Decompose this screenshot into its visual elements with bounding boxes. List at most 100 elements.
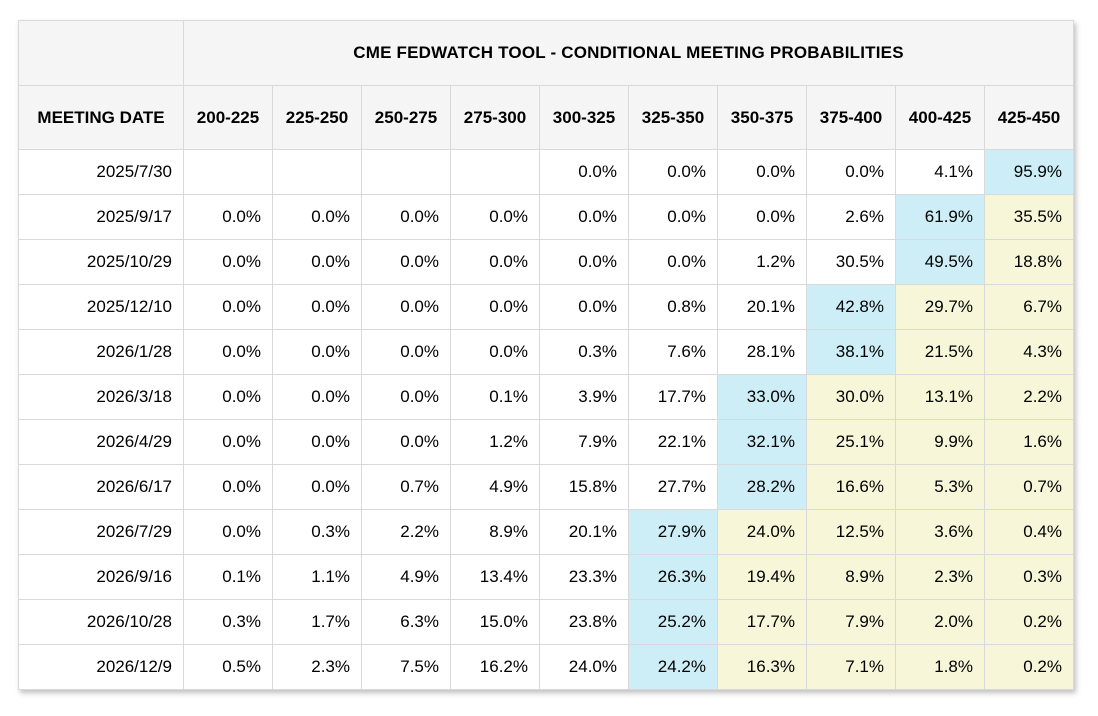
table-row: 2026/7/29 0.0% 0.3% 2.2% 8.9% 20.1% 27.9% 24.0%… <box>18 509 1074 555</box>
meeting-date-cell: 2025/10/29 <box>18 239 184 285</box>
rate-range-header: 225-250 <box>272 85 362 150</box>
probability-cell: 0.0% <box>272 464 362 510</box>
probability-cell: 2.6% <box>806 194 896 240</box>
probability-cell: 28.2% <box>717 464 807 510</box>
probability-cell: 0.0% <box>272 194 362 240</box>
probability-cell: 61.9% <box>895 194 985 240</box>
probability-cell: 0.0% <box>539 284 629 330</box>
probability-cell: 0.0% <box>628 149 718 195</box>
probability-cell: 23.3% <box>539 554 629 600</box>
probability-cell: 32.1% <box>717 419 807 465</box>
probability-cell: 0.0% <box>539 239 629 285</box>
probability-cell: 0.0% <box>183 194 273 240</box>
probability-cell: 16.3% <box>717 644 807 690</box>
probability-cell: 4.1% <box>895 149 985 195</box>
table-row: 2025/12/10 0.0% 0.0% 0.0% 0.0% 0.0% 0.8% 20.1% 4… <box>18 284 1074 330</box>
probability-cell: 1.7% <box>272 599 362 645</box>
probability-cell: 0.0% <box>183 239 273 285</box>
probability-cell: 24.0% <box>717 509 807 555</box>
corner-cell <box>18 20 184 86</box>
probability-cell: 0.0% <box>450 239 540 285</box>
probability-cell: 0.0% <box>183 329 273 375</box>
probability-cell: 0.0% <box>361 374 451 420</box>
probability-cell: 0.0% <box>450 329 540 375</box>
probability-cell: 7.9% <box>806 599 896 645</box>
page: CME FEDWATCH TOOL - CONDITIONAL MEETING … <box>18 20 1074 690</box>
probability-cell: 0.3% <box>984 554 1074 600</box>
probability-cell: 0.0% <box>806 149 896 195</box>
probability-cell: 22.1% <box>628 419 718 465</box>
probability-cell: 0.0% <box>539 149 629 195</box>
probability-cell: 0.0% <box>628 194 718 240</box>
probability-cell: 0.3% <box>183 599 273 645</box>
table-row: 2026/6/17 0.0% 0.0% 0.7% 4.9% 15.8% 27.7% 28.2%… <box>18 464 1074 510</box>
probability-cell: 0.0% <box>717 149 807 195</box>
probability-cell: 12.5% <box>806 509 896 555</box>
probability-cell: 27.7% <box>628 464 718 510</box>
probability-cell: 17.7% <box>628 374 718 420</box>
column-header-row: MEETING DATE 200-225 225-250 250-275 275-30… <box>18 85 1074 150</box>
rate-range-header: 350-375 <box>717 85 807 150</box>
meeting-date-cell: 2026/3/18 <box>18 374 184 420</box>
meeting-date-cell: 2026/9/16 <box>18 554 184 600</box>
probability-cell <box>272 149 362 195</box>
probability-cell: 1.6% <box>984 419 1074 465</box>
probability-cell: 0.0% <box>183 374 273 420</box>
rate-range-header: 375-400 <box>806 85 896 150</box>
probability-cell: 42.8% <box>806 284 896 330</box>
probability-cell: 4.3% <box>984 329 1074 375</box>
probability-cell: 0.0% <box>272 374 362 420</box>
probability-cell: 15.8% <box>539 464 629 510</box>
probability-cell: 20.1% <box>539 509 629 555</box>
probability-cell: 0.5% <box>183 644 273 690</box>
probability-cell: 27.9% <box>628 509 718 555</box>
rate-range-header: 325-350 <box>628 85 718 150</box>
probability-cell: 5.3% <box>895 464 985 510</box>
probability-cell: 25.2% <box>628 599 718 645</box>
meeting-date-header: MEETING DATE <box>18 85 184 150</box>
probability-cell: 9.9% <box>895 419 985 465</box>
meeting-date-cell: 2026/1/28 <box>18 329 184 375</box>
probability-cell: 0.3% <box>272 509 362 555</box>
probability-cell: 6.7% <box>984 284 1074 330</box>
meeting-date-cell: 2026/4/29 <box>18 419 184 465</box>
probability-cell: 0.1% <box>450 374 540 420</box>
table-row: 2026/3/18 0.0% 0.0% 0.0% 0.1% 3.9% 17.7% 33.0% 3… <box>18 374 1074 420</box>
probability-cell: 6.3% <box>361 599 451 645</box>
probability-cell: 18.8% <box>984 239 1074 285</box>
meeting-date-cell: 2025/12/10 <box>18 284 184 330</box>
title-row: CME FEDWATCH TOOL - CONDITIONAL MEETING … <box>18 20 1074 86</box>
probability-cell: 0.0% <box>272 239 362 285</box>
probability-cell: 2.0% <box>895 599 985 645</box>
probability-cell: 26.3% <box>628 554 718 600</box>
probability-cell: 49.5% <box>895 239 985 285</box>
probability-cell: 0.2% <box>984 599 1074 645</box>
probability-cell: 17.7% <box>717 599 807 645</box>
probability-cell: 30.5% <box>806 239 896 285</box>
probability-cell <box>361 149 451 195</box>
probability-cell: 0.0% <box>361 419 451 465</box>
probability-cell: 0.0% <box>272 329 362 375</box>
probability-cell: 0.0% <box>272 419 362 465</box>
probability-cell: 1.1% <box>272 554 362 600</box>
table-row: 2026/10/28 0.3% 1.7% 6.3% 15.0% 23.8% 25.2% 17.… <box>18 599 1074 645</box>
probability-cell: 20.1% <box>717 284 807 330</box>
table-row: 2025/9/17 0.0% 0.0% 0.0% 0.0% 0.0% 0.0% 0.0% 2.6… <box>18 194 1074 240</box>
rate-range-header: 250-275 <box>361 85 451 150</box>
probability-cell: 7.6% <box>628 329 718 375</box>
probability-cell: 2.3% <box>272 644 362 690</box>
probability-cell: 29.7% <box>895 284 985 330</box>
probability-cell: 0.0% <box>272 284 362 330</box>
probability-cell: 0.8% <box>628 284 718 330</box>
probability-cell: 0.4% <box>984 509 1074 555</box>
rate-range-header: 425-450 <box>984 85 1074 150</box>
probability-cell: 16.6% <box>806 464 896 510</box>
probability-cell: 1.8% <box>895 644 985 690</box>
probability-cell: 3.6% <box>895 509 985 555</box>
table-row: 2026/4/29 0.0% 0.0% 0.0% 1.2% 7.9% 22.1% 32.1% 2… <box>18 419 1074 465</box>
meeting-date-cell: 2026/12/9 <box>18 644 184 690</box>
probability-cell: 0.2% <box>984 644 1074 690</box>
probability-cell: 2.2% <box>361 509 451 555</box>
fedwatch-probability-table: CME FEDWATCH TOOL - CONDITIONAL MEETING … <box>18 20 1074 690</box>
probability-cell: 28.1% <box>717 329 807 375</box>
